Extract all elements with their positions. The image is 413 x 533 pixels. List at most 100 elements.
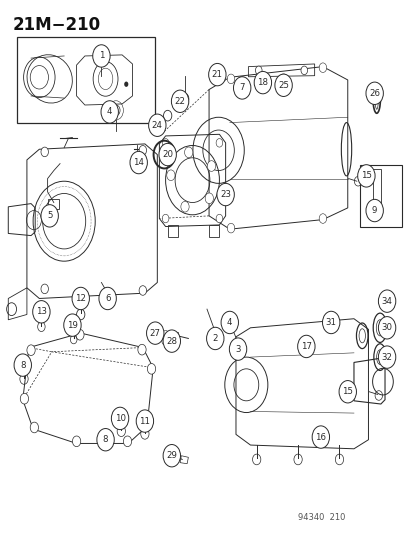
- Circle shape: [64, 314, 81, 336]
- Circle shape: [216, 183, 234, 206]
- Circle shape: [162, 139, 169, 147]
- Circle shape: [254, 71, 271, 94]
- Circle shape: [147, 364, 155, 374]
- Circle shape: [338, 381, 356, 403]
- Circle shape: [377, 346, 395, 368]
- Circle shape: [161, 337, 167, 345]
- Circle shape: [93, 45, 110, 67]
- Circle shape: [166, 170, 175, 181]
- Circle shape: [221, 311, 238, 334]
- Circle shape: [163, 330, 180, 352]
- Circle shape: [274, 74, 292, 96]
- Text: 34: 34: [381, 297, 392, 305]
- Circle shape: [365, 199, 382, 222]
- Text: 11: 11: [139, 417, 150, 425]
- Circle shape: [99, 287, 116, 310]
- Circle shape: [311, 426, 329, 448]
- Circle shape: [123, 436, 131, 447]
- Text: 28: 28: [166, 337, 177, 345]
- Circle shape: [255, 66, 261, 75]
- Circle shape: [41, 284, 48, 294]
- Text: 8: 8: [102, 435, 108, 444]
- Circle shape: [148, 114, 166, 136]
- Text: 21: 21: [211, 70, 222, 79]
- Text: 26: 26: [368, 89, 379, 98]
- Circle shape: [138, 344, 146, 355]
- Circle shape: [233, 77, 250, 99]
- Circle shape: [124, 82, 128, 87]
- Circle shape: [27, 345, 35, 356]
- Circle shape: [184, 147, 192, 158]
- Bar: [359, 165, 401, 227]
- Circle shape: [30, 422, 38, 433]
- Circle shape: [33, 301, 50, 323]
- Text: 22: 22: [174, 97, 185, 106]
- Text: 15: 15: [360, 172, 371, 180]
- Circle shape: [216, 214, 222, 223]
- Text: 4: 4: [107, 108, 112, 116]
- Circle shape: [180, 201, 189, 212]
- Circle shape: [206, 327, 223, 350]
- Circle shape: [76, 329, 84, 340]
- Circle shape: [166, 332, 172, 339]
- Circle shape: [146, 322, 164, 344]
- Circle shape: [72, 436, 81, 447]
- Circle shape: [318, 63, 326, 72]
- Circle shape: [318, 214, 326, 223]
- Circle shape: [14, 354, 31, 376]
- Text: 9: 9: [371, 206, 376, 215]
- Circle shape: [171, 90, 188, 112]
- Text: 32: 32: [381, 353, 392, 361]
- Text: 3: 3: [235, 345, 240, 353]
- Text: 4: 4: [226, 318, 232, 327]
- Circle shape: [357, 165, 374, 187]
- Circle shape: [41, 147, 48, 157]
- Circle shape: [139, 286, 146, 295]
- Text: 13: 13: [36, 308, 47, 316]
- Circle shape: [151, 328, 158, 336]
- Text: 29: 29: [166, 451, 177, 460]
- Circle shape: [139, 146, 146, 155]
- Text: 7: 7: [239, 84, 244, 92]
- Text: 19: 19: [67, 321, 78, 329]
- Circle shape: [322, 311, 339, 334]
- Circle shape: [365, 82, 382, 104]
- Circle shape: [101, 101, 118, 123]
- Circle shape: [111, 407, 128, 430]
- Text: 27: 27: [150, 329, 160, 337]
- Bar: [47, 199, 59, 209]
- Circle shape: [377, 290, 395, 312]
- Text: 2: 2: [212, 334, 218, 343]
- Circle shape: [297, 335, 314, 358]
- Text: 30: 30: [381, 324, 392, 332]
- Circle shape: [20, 393, 28, 404]
- Circle shape: [216, 139, 222, 147]
- Text: 16: 16: [315, 433, 325, 441]
- Bar: [17, 37, 155, 123]
- Text: 20: 20: [162, 150, 173, 159]
- Circle shape: [72, 287, 89, 310]
- Text: 10: 10: [114, 414, 125, 423]
- Circle shape: [377, 317, 395, 339]
- Circle shape: [41, 205, 58, 227]
- Text: 23: 23: [220, 190, 230, 199]
- Circle shape: [163, 110, 171, 121]
- Text: 5: 5: [47, 212, 52, 220]
- Circle shape: [130, 151, 147, 174]
- Text: 1: 1: [98, 52, 104, 60]
- Circle shape: [300, 66, 307, 75]
- Circle shape: [97, 429, 114, 451]
- Circle shape: [229, 338, 246, 360]
- Text: 25: 25: [278, 81, 288, 90]
- Circle shape: [136, 410, 153, 432]
- Circle shape: [162, 214, 169, 223]
- Text: 6: 6: [104, 294, 110, 303]
- Text: 8: 8: [20, 361, 26, 369]
- Circle shape: [162, 330, 168, 338]
- Text: 94340  210: 94340 210: [297, 513, 344, 522]
- Text: 12: 12: [75, 294, 86, 303]
- Circle shape: [166, 338, 171, 346]
- Circle shape: [205, 193, 213, 204]
- Text: 18: 18: [257, 78, 268, 87]
- Text: 14: 14: [133, 158, 144, 167]
